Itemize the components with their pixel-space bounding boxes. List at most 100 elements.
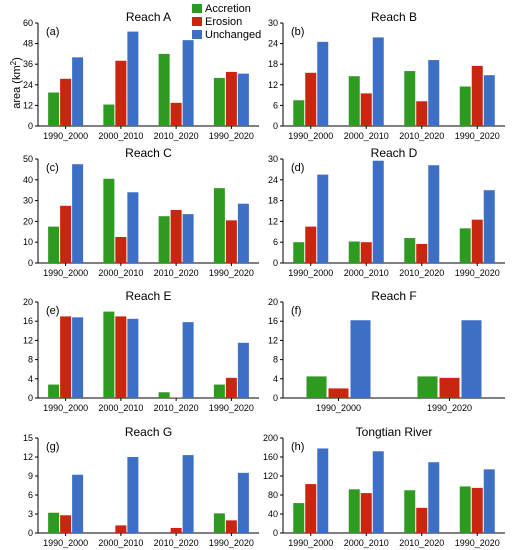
bar-accretion-2010_2020 [158, 216, 170, 263]
panel-title: Reach D [371, 146, 418, 160]
y-tick-label: 18 [268, 59, 278, 69]
bar-erosion-2010_2020 [170, 527, 182, 533]
x-tick-label: 2010_2020 [154, 131, 199, 141]
y-tick-label: 20 [23, 297, 33, 307]
bar-erosion-1990_2000 [305, 226, 317, 263]
bar-unchanged-2010_2020 [182, 214, 194, 263]
bar-erosion-1990_2000 [60, 78, 72, 126]
x-tick-label: 1990_2020 [209, 131, 254, 141]
x-tick-label: 2000_2010 [98, 268, 143, 278]
y-tick-label: 30 [23, 196, 33, 206]
bar-unchanged-1990_2000 [317, 448, 329, 533]
bar-erosion-1990_2000 [305, 72, 317, 126]
bar-accretion-1990_2000 [48, 384, 60, 398]
panel-a: 0 12 24 36 48 60 1990_2000 2000_2010 2010_2020 19… [23, 10, 259, 141]
bar-unchanged-1990_2000 [72, 474, 84, 533]
bar-accretion-1990_2020 [213, 188, 225, 263]
panel-e: 0 4 8 12 16 20 1990_2000 2000_2010 2010_2020 1990… [23, 289, 259, 413]
y-tick-label: 12 [268, 80, 278, 90]
legend-label-erosion: Erosion [205, 16, 242, 28]
legend-swatch-unchanged [192, 30, 202, 39]
y-tick-label: 10 [23, 237, 33, 247]
y-tick-label: 160 [263, 452, 278, 462]
bar-unchanged-1990_2020 [237, 73, 249, 126]
x-tick-label: 2000_2010 [344, 268, 389, 278]
y-tick-label: 0 [28, 393, 33, 403]
y-tick-label: 0 [273, 393, 278, 403]
y-tick-label: 6 [273, 100, 278, 110]
y-tick-label: 30 [268, 18, 278, 28]
bar-erosion-2000_2010 [360, 242, 372, 263]
bar-accretion-2000_2010 [348, 76, 360, 126]
x-tick-label: 2010_2020 [399, 268, 444, 278]
y-tick-label: 200 [263, 433, 278, 443]
y-tick-label: 16 [268, 316, 278, 326]
x-tick-label: 2000_2010 [98, 538, 143, 548]
panel-c: 0 10 20 30 40 50 1990_2000 2000_2010 2010_2020 19… [23, 146, 259, 278]
bar-erosion-1990_2020 [225, 377, 237, 398]
panel-label: (d) [291, 162, 304, 174]
bar-unchanged-1990_2000 [317, 174, 329, 263]
panel-label: (c) [46, 162, 59, 174]
x-tick-label: 1990_2020 [209, 268, 254, 278]
panel-label: (e) [46, 305, 59, 317]
x-tick-label: 1990_2000 [288, 131, 333, 141]
y-tick-label: 30 [268, 154, 278, 164]
legend-label-unchanged: Unchanged [205, 29, 261, 41]
y-tick-label: 24 [268, 175, 278, 185]
bar-erosion-2010_2020 [416, 101, 428, 126]
bar-erosion-2000_2010 [115, 316, 127, 398]
panel-title: Reach G [125, 425, 172, 439]
x-tick-label: 1990_2020 [455, 268, 500, 278]
y-tick-label: 0 [273, 121, 278, 131]
panel-label: (f) [291, 305, 301, 317]
bar-accretion-1990_2000 [48, 226, 60, 263]
bar-accretion-1990_2000 [48, 92, 60, 126]
panel-title: Reach F [371, 289, 416, 303]
panel-label: (h) [291, 441, 304, 453]
bar-accretion-1990_2020 [417, 376, 438, 398]
bar-erosion-2000_2010 [115, 237, 127, 263]
bar-unchanged-1990_2000 [72, 317, 84, 398]
y-tick-label: 24 [23, 80, 33, 90]
bar-unchanged-2000_2010 [127, 457, 139, 533]
y-tick-label: 0 [28, 528, 33, 538]
x-tick-label: 1990_2020 [455, 131, 500, 141]
y-tick-label: 48 [23, 39, 33, 49]
legend-label-accretion: Accretion [205, 3, 251, 15]
panel-h: 0 40 80 120 160 200 1990_2000 2000_2010 2010_202… [263, 425, 505, 548]
bar-accretion-1990_2020 [459, 86, 471, 126]
panel-g: 0 3 6 9 12 15 1990_2000 2000_2010 2010_2020 1990_… [23, 425, 259, 548]
bar-unchanged-1990_2020 [237, 342, 249, 398]
y-tick-label: 12 [23, 335, 33, 345]
bar-erosion-1990_2000 [60, 515, 72, 533]
x-tick-label: 2000_2010 [344, 131, 389, 141]
bar-accretion-2010_2020 [404, 238, 416, 263]
y-tick-label: 80 [268, 490, 278, 500]
bar-erosion-1990_2020 [439, 377, 460, 398]
y-tick-label: 0 [28, 121, 33, 131]
y-tick-label: 60 [23, 18, 33, 28]
legend-swatch-erosion [192, 17, 202, 26]
panel-d: 0 6 12 18 24 30 1990_2000 2000_2010 2010_2020 199… [268, 146, 505, 278]
bar-erosion-1990_2020 [471, 487, 483, 533]
bar-unchanged-1990_2020 [483, 469, 495, 533]
bar-accretion-1990_2020 [459, 228, 471, 263]
y-tick-label: 15 [23, 433, 33, 443]
bar-unchanged-2010_2020 [182, 40, 194, 126]
bar-accretion-1990_2000 [306, 376, 327, 398]
y-tick-label: 18 [268, 196, 278, 206]
bar-erosion-2010_2020 [170, 209, 182, 263]
y-tick-label: 40 [23, 175, 33, 185]
y-tick-label: 20 [23, 216, 33, 226]
y-tick-label: 0 [273, 528, 278, 538]
bar-erosion-2000_2010 [360, 493, 372, 533]
bar-erosion-1990_2000 [305, 484, 317, 533]
y-tick-label: 4 [273, 374, 278, 384]
y-tick-label: 3 [28, 509, 33, 519]
y-tick-label: 20 [268, 297, 278, 307]
y-tick-label: 12 [268, 335, 278, 345]
x-tick-label: 2010_2020 [399, 538, 444, 548]
y-tick-label: 120 [263, 471, 278, 481]
